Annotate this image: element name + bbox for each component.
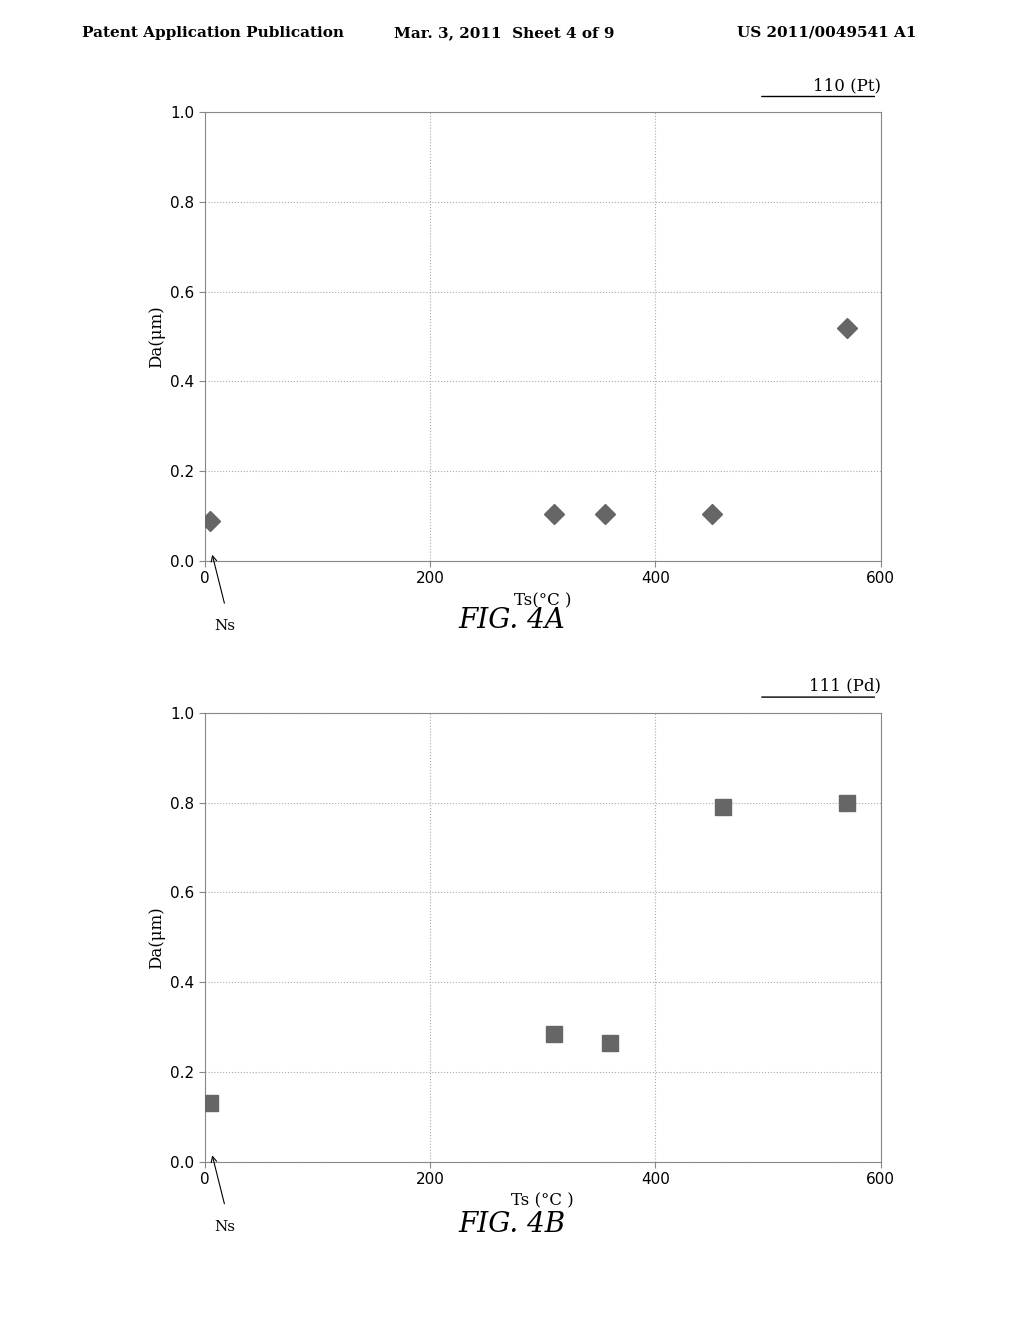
Text: Ns: Ns — [215, 1220, 236, 1234]
Text: US 2011/0049541 A1: US 2011/0049541 A1 — [737, 26, 916, 40]
Text: Mar. 3, 2011  Sheet 4 of 9: Mar. 3, 2011 Sheet 4 of 9 — [394, 26, 614, 40]
Text: FIG. 4A: FIG. 4A — [459, 607, 565, 634]
X-axis label: Ts(°C ): Ts(°C ) — [514, 591, 571, 609]
X-axis label: Ts (°C ): Ts (°C ) — [511, 1192, 574, 1209]
Text: 110 (Pt): 110 (Pt) — [813, 78, 881, 94]
Text: FIG. 4B: FIG. 4B — [459, 1212, 565, 1238]
Text: Patent Application Publication: Patent Application Publication — [82, 26, 344, 40]
Y-axis label: Da(μm): Da(μm) — [147, 305, 165, 368]
Text: 111 (Pd): 111 (Pd) — [809, 678, 881, 694]
Y-axis label: Da(μm): Da(μm) — [147, 906, 165, 969]
Text: Ns: Ns — [215, 619, 236, 634]
